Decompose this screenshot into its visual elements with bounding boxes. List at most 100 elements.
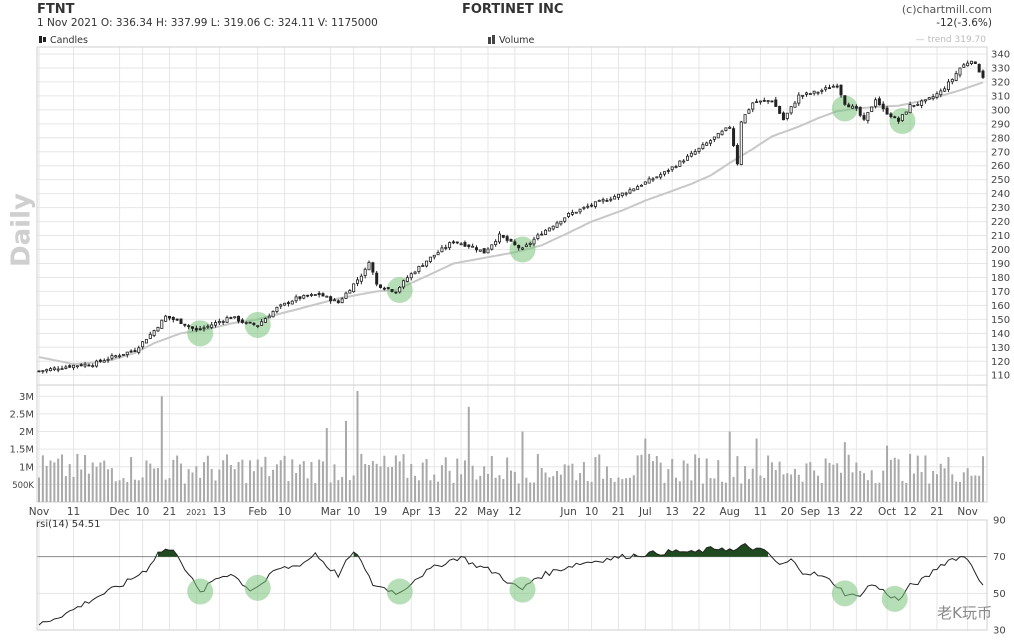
candle-body [847,104,851,108]
volume-bar [901,480,904,502]
volume-bar [855,462,858,502]
candle-body [451,241,455,244]
volume-bar [72,476,75,502]
candle-body [402,280,406,288]
candle-body [263,318,267,323]
volume-bar [226,454,229,502]
candle-body [367,261,371,271]
price-tick-label: 120 [991,357,1010,368]
date-tick-label: Feb [248,506,267,518]
candle-body [244,321,248,324]
rsi-highlight-circle [831,580,858,607]
volume-bar [628,477,631,502]
volume-bar [671,458,674,502]
volume-bar [252,471,255,502]
volume-bar [721,481,724,502]
volume-bar [95,466,98,502]
volume-bar [118,480,121,502]
candle-body [133,350,137,352]
volume-tick-label: 500K [12,481,34,491]
ohlcv-readout: 1 Nov 2021 O: 336.34 H: 337.99 L: 319.06… [37,17,378,29]
candle-body [881,103,885,110]
volume-bar [356,391,359,502]
volume-bar [690,480,693,502]
volume-bar [705,458,708,502]
candle-body [505,236,509,241]
volume-bar [410,464,413,502]
volume-tick-label: 1.5M [9,445,34,456]
price-tick-label: 150 [991,315,1010,326]
price-tick-label: 250 [991,175,1010,186]
candle-body [897,117,901,122]
candle-body [931,96,935,99]
rsi-overbought-fill [158,549,178,557]
date-tick-label: Aug [719,506,740,518]
volume-bar [414,475,417,502]
candle-body [601,199,605,202]
volume-bar [863,473,866,502]
volume-bar [379,466,382,502]
volume-bars [38,391,984,502]
date-tick-label: 11 [67,506,80,518]
volume-bar [241,459,244,502]
volume-bar [440,465,443,502]
candle-body [701,144,705,149]
candle-body [547,227,551,232]
volume-bar [107,469,110,502]
volume-bar [391,466,394,502]
volume-bar [559,474,562,502]
candle-body [221,320,225,323]
candle-body [283,302,287,306]
volume-bar [264,456,267,502]
candle-body [313,294,317,296]
candle-body [375,272,379,285]
volume-bar [283,455,286,502]
candle-body [900,114,904,121]
candle-body [171,316,175,320]
volume-bar [790,474,793,502]
candle-body [87,364,91,367]
price-tick-label: 110 [991,371,1010,382]
volume-bar [820,483,823,502]
volume-bar [667,469,670,502]
candle-body [390,289,394,292]
candle-body [632,188,636,192]
volume-bar [786,473,789,502]
volume-bar [943,468,946,502]
candle-body [735,145,739,165]
candle-body [597,199,601,202]
candle-body [716,132,720,139]
candle-body [267,315,271,319]
candle-body [49,368,53,372]
trend-legend: — trend 319.70 [915,35,986,45]
candle-body [179,318,183,325]
volume-bar [663,482,666,502]
volume-bar [498,475,501,502]
candle-body [110,355,114,359]
candle-body [141,341,145,348]
volume-bar [801,481,804,502]
candle-body [160,319,164,329]
candle-body [966,62,970,67]
candle-body [125,351,129,355]
volume-bar [279,460,282,502]
candle-body [666,170,670,172]
candle-body [198,328,202,331]
volume-bar [540,467,543,502]
volume-bar [321,461,324,502]
candle-body [206,325,210,328]
rsi-tick-label: 70 [993,552,1006,563]
candle-body [214,322,218,326]
candle-body [916,103,920,106]
date-tick-label: 19 [374,506,387,518]
volume-bar [61,454,64,502]
volume-bar [655,456,658,502]
volume-bar [206,455,209,502]
volume-bar [275,464,278,502]
date-tick-label: 10 [136,506,149,518]
volume-bar [318,459,321,502]
volume-bar [402,454,405,502]
candle-body [37,370,41,373]
volume-bar [368,465,371,502]
candle-body [682,160,686,163]
